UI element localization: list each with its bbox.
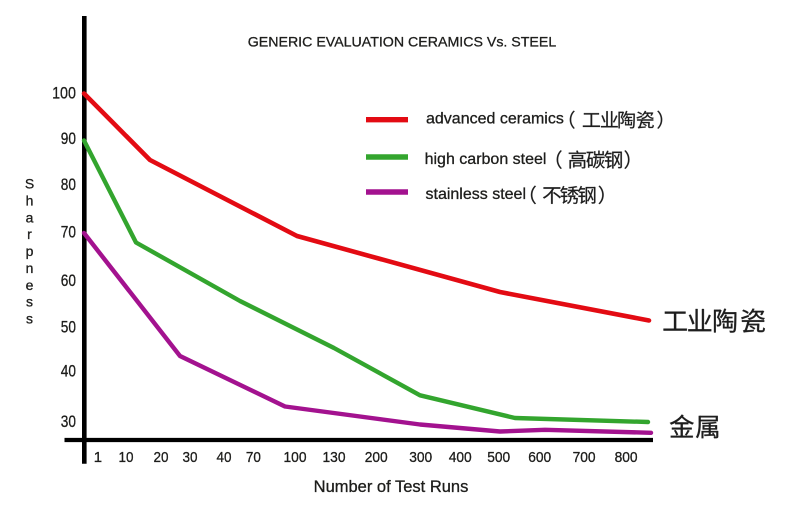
svg-text:s: s — [26, 311, 33, 327]
svg-text:high carbon steel: high carbon steel — [425, 151, 547, 168]
svg-text:stainless steel: stainless steel — [426, 186, 527, 203]
svg-text:10: 10 — [119, 449, 134, 466]
svg-text:40: 40 — [217, 449, 232, 466]
svg-text:300: 300 — [409, 449, 432, 466]
svg-text:70: 70 — [246, 449, 261, 466]
svg-text:20: 20 — [154, 449, 169, 466]
svg-text:Number of Test Runs: Number of Test Runs — [314, 478, 469, 496]
svg-text:n: n — [26, 260, 34, 276]
svg-text:700: 700 — [573, 449, 596, 466]
svg-text:p: p — [26, 243, 34, 259]
svg-text:60: 60 — [61, 271, 76, 290]
svg-text:90: 90 — [61, 129, 76, 148]
svg-text:advanced ceramics: advanced ceramics — [426, 111, 564, 128]
svg-text:80: 80 — [61, 175, 76, 194]
svg-text:e: e — [26, 277, 34, 293]
svg-text:s: s — [26, 294, 33, 310]
svg-text:h: h — [26, 193, 34, 209]
svg-text:r: r — [27, 226, 32, 242]
svg-text:GENERIC EVALUATION CERAMICS Vs: GENERIC EVALUATION CERAMICS Vs. STEEL — [248, 35, 557, 51]
svg-text:100: 100 — [52, 83, 76, 102]
svg-text:1: 1 — [94, 449, 102, 466]
svg-text:a: a — [26, 209, 34, 225]
svg-text:130: 130 — [323, 449, 346, 466]
svg-text:400: 400 — [449, 449, 472, 466]
svg-text:200: 200 — [365, 449, 388, 466]
svg-text:500: 500 — [487, 449, 510, 466]
svg-text:50: 50 — [61, 317, 76, 336]
svg-text:600: 600 — [528, 449, 551, 466]
svg-text:40: 40 — [61, 362, 76, 381]
svg-text:800: 800 — [615, 449, 638, 466]
svg-text:70: 70 — [61, 223, 76, 242]
svg-text:30: 30 — [183, 449, 198, 466]
svg-text:S: S — [25, 176, 34, 192]
svg-text:30: 30 — [61, 412, 76, 431]
svg-text:100: 100 — [284, 449, 307, 466]
